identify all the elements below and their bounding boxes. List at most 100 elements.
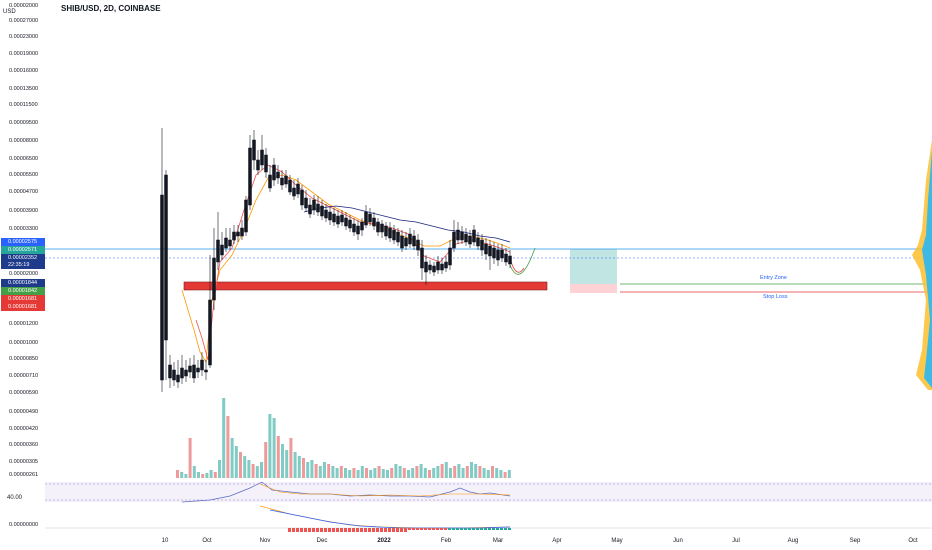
- candle-body[interactable]: [376, 221, 380, 233]
- candle-body[interactable]: [400, 235, 404, 249]
- candle-body[interactable]: [472, 229, 476, 243]
- candle-body[interactable]: [504, 253, 508, 263]
- candle-body[interactable]: [236, 231, 240, 237]
- candle-body[interactable]: [280, 177, 284, 186]
- candle-body[interactable]: [444, 261, 448, 269]
- candle-body[interactable]: [428, 264, 432, 271]
- candle-body[interactable]: [340, 214, 344, 223]
- candle-body[interactable]: [196, 367, 200, 373]
- candle-body[interactable]: [460, 231, 464, 241]
- candle-body[interactable]: [308, 204, 312, 215]
- candle-body[interactable]: [244, 199, 248, 233]
- candle-body[interactable]: [228, 239, 232, 247]
- volume-bar: [276, 436, 280, 478]
- candle-body[interactable]: [232, 231, 236, 241]
- candle-body[interactable]: [224, 237, 228, 249]
- macd-bar: [432, 528, 435, 530]
- macd-bar: [388, 528, 391, 532]
- candle-body[interactable]: [404, 237, 408, 247]
- candle-body[interactable]: [344, 217, 348, 227]
- candle-body[interactable]: [208, 299, 212, 366]
- candle-body[interactable]: [436, 261, 440, 271]
- candle-body[interactable]: [160, 194, 164, 381]
- candle-body[interactable]: [256, 159, 260, 171]
- candle-body[interactable]: [324, 209, 328, 219]
- candle-body[interactable]: [272, 164, 276, 181]
- candle-body[interactable]: [468, 235, 472, 245]
- candle-body[interactable]: [164, 174, 168, 341]
- candle-body[interactable]: [456, 229, 460, 241]
- candle-body[interactable]: [480, 239, 484, 251]
- candle-body[interactable]: [484, 243, 488, 255]
- volume-bar: [255, 466, 259, 478]
- time-axis-label: Jun: [673, 538, 683, 544]
- ma-long-line: [303, 205, 511, 243]
- candle-body[interactable]: [372, 217, 376, 227]
- candle-body[interactable]: [220, 244, 224, 256]
- candle-body[interactable]: [188, 365, 192, 373]
- candle-body[interactable]: [172, 369, 176, 381]
- candle-body[interactable]: [352, 223, 356, 233]
- candle-body[interactable]: [252, 139, 256, 161]
- candle-body[interactable]: [492, 247, 496, 259]
- candle-body[interactable]: [288, 179, 292, 193]
- candle-body[interactable]: [368, 213, 372, 223]
- candle-body[interactable]: [416, 239, 420, 251]
- candle-body[interactable]: [176, 374, 180, 383]
- candle-body[interactable]: [264, 154, 268, 173]
- candle-body[interactable]: [448, 247, 452, 266]
- candle-body[interactable]: [200, 359, 204, 371]
- macd-bar: [436, 528, 439, 530]
- candle-body[interactable]: [212, 257, 216, 301]
- candle-body[interactable]: [392, 229, 396, 241]
- candle-body[interactable]: [260, 149, 264, 166]
- candle-body[interactable]: [424, 261, 428, 273]
- candle-body[interactable]: [420, 247, 424, 269]
- target-zone[interactable]: [570, 249, 617, 284]
- candle-body[interactable]: [384, 225, 388, 237]
- candle-body[interactable]: [440, 263, 444, 271]
- candle-body[interactable]: [268, 174, 272, 189]
- candle-body[interactable]: [508, 255, 512, 265]
- candle-body[interactable]: [476, 237, 480, 247]
- candle-body[interactable]: [276, 171, 280, 179]
- candle-body[interactable]: [316, 203, 320, 213]
- candle-body[interactable]: [320, 205, 324, 217]
- candle-body[interactable]: [192, 364, 196, 379]
- candle-body[interactable]: [364, 211, 368, 226]
- candle-body[interactable]: [240, 227, 244, 237]
- candle-body[interactable]: [292, 187, 296, 197]
- candle-body[interactable]: [328, 211, 332, 221]
- candle-body[interactable]: [332, 213, 336, 223]
- candle-body[interactable]: [464, 233, 468, 243]
- candle-body[interactable]: [284, 175, 288, 185]
- candle-body[interactable]: [452, 231, 456, 249]
- candle-body[interactable]: [356, 225, 360, 235]
- candle-body[interactable]: [496, 249, 500, 261]
- candle-body[interactable]: [336, 215, 340, 225]
- candle-body[interactable]: [180, 367, 184, 379]
- candle-body[interactable]: [488, 245, 492, 257]
- candle-body[interactable]: [304, 197, 308, 209]
- stop-zone[interactable]: [570, 284, 617, 293]
- candle-body[interactable]: [396, 231, 400, 243]
- candle-body[interactable]: [388, 227, 392, 239]
- candle-body[interactable]: [380, 223, 384, 233]
- support-zone[interactable]: [183, 281, 548, 291]
- candle-body[interactable]: [248, 147, 252, 206]
- candle-body[interactable]: [348, 219, 352, 229]
- candle-body[interactable]: [168, 364, 172, 379]
- candle-body[interactable]: [312, 199, 316, 211]
- candle-body[interactable]: [412, 235, 416, 247]
- candle-body[interactable]: [184, 369, 188, 377]
- candle-body[interactable]: [408, 233, 412, 245]
- candle-body[interactable]: [216, 239, 220, 263]
- candle-body[interactable]: [432, 265, 436, 273]
- candle-body[interactable]: [300, 189, 304, 206]
- candle-body[interactable]: [296, 183, 300, 195]
- candles[interactable]: [160, 128, 512, 392]
- candle-body[interactable]: [360, 221, 364, 231]
- candle-body[interactable]: [500, 249, 504, 259]
- candle-body[interactable]: [204, 369, 208, 373]
